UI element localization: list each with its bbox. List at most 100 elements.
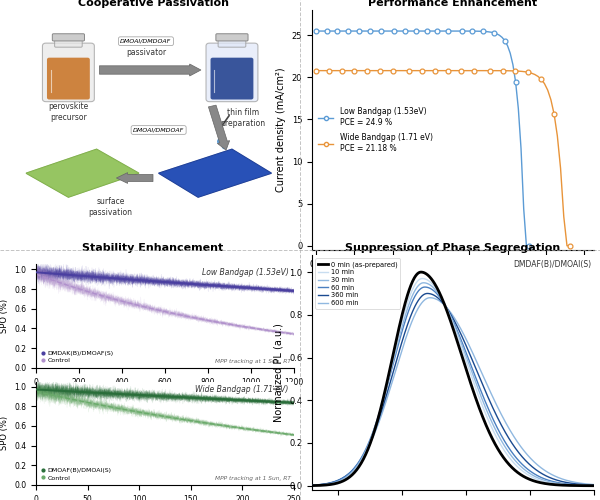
FancyBboxPatch shape	[43, 43, 94, 102]
10 min	[540, 478, 547, 484]
30 min	[445, 308, 452, 314]
FancyBboxPatch shape	[55, 38, 82, 47]
Text: Low Bandgap (1.53eV): Low Bandgap (1.53eV)	[202, 268, 289, 276]
X-axis label: Voltage (V): Voltage (V)	[426, 274, 480, 284]
Y-axis label: SPO (%): SPO (%)	[0, 416, 8, 450]
60 min	[445, 308, 452, 314]
Text: MPP tracking at 1 Sun, RT: MPP tracking at 1 Sun, RT	[215, 358, 292, 364]
FancyBboxPatch shape	[218, 38, 246, 47]
FancyBboxPatch shape	[216, 34, 248, 41]
X-axis label: Time (h): Time (h)	[148, 392, 182, 401]
30 min	[308, 482, 316, 488]
Title: Stability Enhancement: Stability Enhancement	[82, 243, 224, 253]
Y-axis label: Normalized PL (a.u.): Normalized PL (a.u.)	[274, 323, 283, 422]
0 min (as-prepared)	[418, 269, 425, 275]
0 min (as-prepared)	[590, 482, 598, 488]
10 min	[584, 482, 592, 488]
60 min	[308, 482, 316, 488]
Text: DMOAI/DMDOAF: DMOAI/DMDOAF	[121, 38, 172, 44]
600 min	[427, 294, 434, 300]
60 min	[477, 386, 484, 392]
30 min	[477, 392, 484, 398]
Polygon shape	[158, 149, 271, 197]
Polygon shape	[26, 149, 139, 197]
360 min	[424, 290, 431, 296]
Text: add bulk
passivator: add bulk passivator	[126, 38, 166, 57]
600 min	[461, 334, 469, 340]
10 min	[590, 482, 598, 488]
Text: MPP tracking at 1 Sun, RT: MPP tracking at 1 Sun, RT	[215, 476, 292, 481]
600 min	[308, 482, 316, 488]
360 min	[445, 308, 452, 314]
FancyBboxPatch shape	[47, 58, 90, 100]
10 min	[461, 355, 469, 361]
360 min	[540, 472, 547, 478]
30 min	[590, 482, 598, 488]
Title: Suppression of Phase Segregation: Suppression of Phase Segregation	[346, 243, 560, 253]
30 min	[584, 482, 592, 488]
Legend: 0 min (as-prepared), 10 min, 30 min, 60 min, 360 min, 600 min: 0 min (as-prepared), 10 min, 30 min, 60 …	[316, 258, 400, 308]
Line: 0 min (as-prepared): 0 min (as-prepared)	[312, 272, 594, 486]
Line: 360 min: 360 min	[312, 294, 594, 485]
30 min	[420, 280, 427, 286]
600 min	[540, 466, 547, 472]
Title: Performance Enhancement: Performance Enhancement	[368, 0, 538, 8]
FancyArrow shape	[100, 64, 201, 76]
Text: thin film
preparation: thin film preparation	[221, 108, 266, 128]
0 min (as-prepared)	[461, 363, 469, 369]
Legend: DMOAF(B)/DMOAI(S), Control: DMOAF(B)/DMOAI(S), Control	[39, 467, 113, 482]
Line: 10 min: 10 min	[312, 278, 594, 486]
60 min	[421, 284, 428, 290]
Text: DMOAI/DMDOAF: DMOAI/DMDOAF	[133, 128, 184, 132]
30 min	[461, 351, 469, 357]
360 min	[308, 482, 316, 488]
0 min (as-prepared)	[477, 408, 484, 414]
60 min	[461, 347, 469, 353]
Text: DMDAF(B)/DMOAI(S): DMDAF(B)/DMOAI(S)	[513, 260, 591, 268]
Legend: Low Bandgap (1.53eV)
PCE = 24.9 %, Wide Bandgap (1.71 eV)
PCE = 21.18 %: Low Bandgap (1.53eV) PCE = 24.9 %, Wide …	[316, 105, 435, 155]
60 min	[443, 305, 450, 311]
0 min (as-prepared)	[584, 482, 592, 488]
0 min (as-prepared)	[308, 482, 316, 488]
0 min (as-prepared)	[540, 480, 547, 486]
FancyArrow shape	[116, 172, 153, 184]
360 min	[461, 340, 469, 346]
360 min	[477, 376, 484, 382]
Text: surface
passivation: surface passivation	[89, 197, 133, 216]
Polygon shape	[158, 149, 271, 197]
360 min	[443, 304, 450, 310]
600 min	[584, 481, 592, 487]
Y-axis label: Current density (mA/cm²): Current density (mA/cm²)	[276, 68, 286, 192]
FancyBboxPatch shape	[52, 34, 85, 41]
FancyBboxPatch shape	[211, 58, 253, 100]
0 min (as-prepared)	[443, 307, 450, 313]
30 min	[540, 477, 547, 483]
Polygon shape	[26, 149, 139, 197]
10 min	[445, 309, 452, 315]
10 min	[477, 398, 484, 404]
600 min	[590, 482, 598, 488]
10 min	[308, 482, 316, 488]
0 min (as-prepared)	[445, 312, 452, 318]
Line: 60 min: 60 min	[312, 287, 594, 486]
FancyBboxPatch shape	[206, 43, 258, 102]
Line: 600 min: 600 min	[312, 298, 594, 485]
60 min	[590, 482, 598, 488]
FancyArrow shape	[208, 105, 230, 150]
Text: perovskite
precursor: perovskite precursor	[48, 102, 89, 122]
30 min	[443, 304, 450, 310]
Legend: DMDAK(B)/DMOAF(S), Control: DMDAK(B)/DMOAF(S), Control	[39, 350, 115, 364]
360 min	[584, 482, 592, 488]
60 min	[540, 476, 547, 482]
10 min	[419, 276, 426, 281]
Line: 30 min: 30 min	[312, 283, 594, 486]
600 min	[477, 367, 484, 373]
60 min	[584, 482, 592, 488]
Text: Wide Bandgap (1.71 eV): Wide Bandgap (1.71 eV)	[196, 384, 289, 394]
600 min	[443, 304, 450, 310]
Title: Cooperative Passivation: Cooperative Passivation	[77, 0, 229, 8]
600 min	[445, 306, 452, 312]
10 min	[443, 306, 450, 312]
360 min	[590, 482, 598, 488]
Y-axis label: SPO (%): SPO (%)	[0, 299, 8, 333]
